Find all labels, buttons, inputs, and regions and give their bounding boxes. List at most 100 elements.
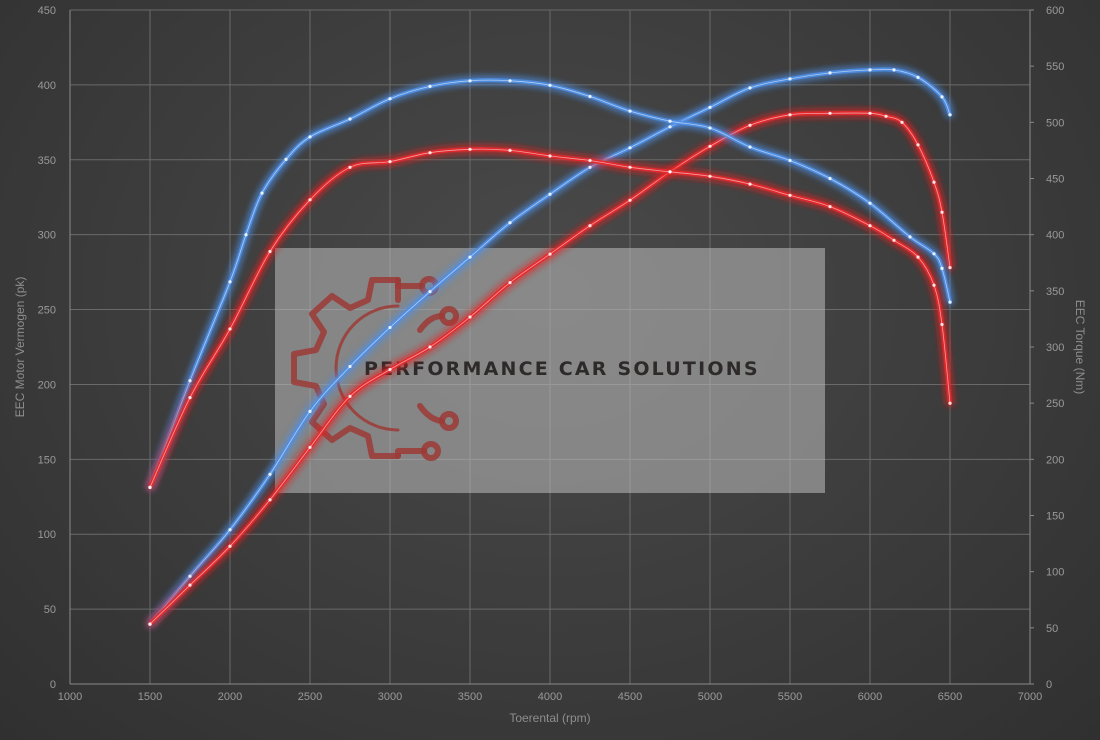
- data-point-power-tuned: [508, 221, 512, 225]
- x-tick-label: 1000: [58, 691, 82, 703]
- data-point-torque-tuned: [308, 135, 312, 139]
- x-tick-label: 1500: [138, 691, 162, 703]
- y-right-tick-label: 450: [1046, 174, 1064, 186]
- y-right-tick-label: 250: [1046, 398, 1064, 410]
- x-axis-title: Toerental (rpm): [509, 711, 590, 725]
- data-point-power-tuned: [308, 409, 312, 413]
- data-point-torque-stock: [828, 205, 832, 209]
- data-point-torque-stock: [628, 165, 632, 169]
- data-point-power-tuned: [468, 255, 472, 259]
- x-tick-label: 2000: [218, 691, 242, 703]
- y-left-tick-label: 0: [50, 679, 56, 691]
- y-right-tick-label: 100: [1046, 567, 1064, 579]
- data-point-power-tuned: [828, 71, 832, 75]
- watermark: PERFORMANCE CAR SOLUTIONS: [275, 248, 825, 493]
- data-point-torque-stock: [916, 255, 920, 259]
- data-point-torque-tuned: [868, 201, 872, 205]
- data-point-power-tuned: [588, 165, 592, 169]
- data-point-torque-stock: [588, 158, 592, 163]
- data-point-power-tuned: [228, 528, 232, 532]
- data-point-power-tuned: [916, 75, 920, 79]
- data-point-power-stock: [708, 144, 712, 148]
- y-right-tick-label: 150: [1046, 511, 1064, 523]
- y-right-tick-label: 350: [1046, 286, 1064, 298]
- y-right-tick-label: 200: [1046, 454, 1064, 466]
- points-group: [148, 68, 952, 626]
- y-right-tick-label: 500: [1046, 117, 1064, 129]
- data-point-torque-tuned: [188, 379, 192, 383]
- data-point-power-tuned: [892, 68, 896, 72]
- data-point-power-stock: [868, 111, 872, 115]
- data-point-torque-stock: [868, 224, 872, 228]
- data-point-power-tuned: [948, 113, 952, 117]
- watermark-panel: [275, 248, 825, 493]
- data-point-power-tuned: [628, 146, 632, 150]
- data-point-torque-stock: [948, 401, 952, 405]
- data-point-torque-stock: [148, 485, 152, 489]
- y-left-tick-label: 350: [38, 155, 56, 167]
- y-left-axis-title: EEC Motor Vermogen (pk): [13, 277, 27, 418]
- data-point-torque-tuned: [828, 176, 832, 181]
- data-point-power-tuned: [668, 125, 672, 129]
- data-point-power-tuned: [940, 95, 944, 99]
- data-point-torque-tuned: [348, 117, 352, 121]
- y-left-tick-label: 450: [38, 5, 56, 17]
- data-point-power-tuned: [748, 86, 752, 90]
- y-right-axis-title: EEC Torque (Nm): [1073, 300, 1087, 394]
- gear-circuit-icon: [291, 276, 459, 461]
- data-point-power-stock: [228, 544, 232, 548]
- data-point-power-stock: [308, 445, 312, 449]
- x-tick-label: 7000: [1018, 691, 1042, 703]
- data-point-power-tuned: [388, 325, 392, 330]
- data-point-torque-tuned: [388, 97, 392, 101]
- data-point-torque-tuned: [668, 119, 672, 123]
- y-right-tick-label: 600: [1046, 5, 1064, 17]
- data-point-torque-stock: [748, 182, 752, 186]
- data-point-torque-stock: [932, 283, 936, 287]
- data-point-torque-stock: [188, 396, 192, 400]
- data-point-torque-stock: [348, 165, 352, 169]
- data-point-power-stock: [348, 394, 352, 398]
- y-right-tick-label: 0: [1046, 679, 1052, 691]
- data-point-power-tuned: [428, 290, 432, 294]
- data-point-power-stock: [468, 315, 472, 319]
- x-tick-label: 5500: [778, 691, 802, 703]
- data-point-torque-stock: [788, 193, 792, 197]
- data-point-torque-tuned: [228, 280, 232, 284]
- data-point-torque-stock: [428, 151, 432, 155]
- data-point-power-stock: [628, 198, 632, 202]
- data-point-torque-stock: [668, 170, 672, 174]
- data-point-power-stock: [548, 252, 552, 256]
- data-point-torque-stock: [940, 322, 944, 327]
- data-point-torque-tuned: [748, 145, 752, 149]
- data-point-torque-stock: [708, 174, 712, 178]
- data-point-torque-tuned: [548, 83, 552, 87]
- data-point-power-stock: [148, 622, 152, 626]
- data-point-torque-tuned: [588, 94, 592, 99]
- data-point-torque-stock: [268, 249, 272, 254]
- data-point-power-stock: [916, 143, 920, 147]
- y-left-tick-label: 150: [38, 454, 56, 466]
- series-core-torque-stock: [149, 148, 951, 488]
- data-point-torque-tuned: [908, 235, 912, 239]
- data-point-power-stock: [748, 123, 752, 127]
- y-right-tick-label: 400: [1046, 230, 1064, 242]
- y-left-tick-label: 250: [38, 305, 56, 317]
- data-point-power-stock: [940, 210, 944, 214]
- data-point-power-tuned: [788, 77, 792, 81]
- data-point-torque-stock: [228, 327, 232, 331]
- data-point-torque-stock: [308, 198, 312, 202]
- data-point-power-tuned: [708, 105, 712, 109]
- data-point-torque-tuned: [468, 79, 472, 83]
- x-tick-label: 4500: [618, 691, 642, 703]
- data-point-power-tuned: [548, 192, 552, 196]
- x-tick-label: 2500: [298, 691, 322, 703]
- data-point-power-stock: [788, 113, 792, 117]
- data-point-power-tuned: [348, 364, 352, 369]
- data-point-power-stock: [900, 120, 904, 124]
- data-point-torque-stock: [468, 147, 472, 151]
- data-point-power-stock: [188, 583, 192, 587]
- y-right-tick-label: 300: [1046, 342, 1064, 354]
- data-point-power-tuned: [868, 68, 872, 72]
